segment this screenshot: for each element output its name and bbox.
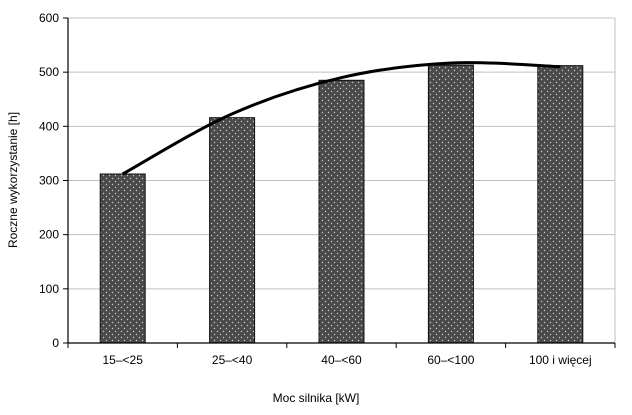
- y-tick-label: 100: [39, 282, 59, 296]
- y-tick-label: 200: [39, 228, 59, 242]
- x-tick-label: 40–<60: [321, 353, 362, 367]
- bars: [99, 64, 584, 344]
- y-tick-label: 300: [39, 174, 59, 188]
- axes: [63, 17, 616, 348]
- bar: [427, 64, 474, 344]
- x-tick-label: 60–<100: [427, 353, 474, 367]
- y-tick-label: 400: [39, 119, 59, 133]
- trendline-layer: [121, 61, 561, 176]
- trendline: [121, 61, 561, 176]
- x-tick-label: 15–<25: [103, 353, 144, 367]
- y-tick-label: 0: [52, 336, 59, 350]
- bar: [537, 65, 584, 344]
- y-axis-title: Roczne wykorzystanie [h]: [6, 112, 20, 248]
- bar: [318, 79, 365, 344]
- bar: [99, 173, 146, 344]
- y-tick-label: 500: [39, 65, 59, 79]
- y-tick-label: 600: [39, 11, 59, 25]
- bar: [209, 117, 256, 344]
- tick-labels: 0 100 200 300 400 500 600 15–<25 25–<40 40–<60 60–…: [39, 11, 592, 367]
- x-axis-title: Moc silnika [kW]: [273, 391, 360, 405]
- x-tick-label: 100 i więcej: [529, 353, 592, 367]
- x-tick-label: 25–<40: [212, 353, 253, 367]
